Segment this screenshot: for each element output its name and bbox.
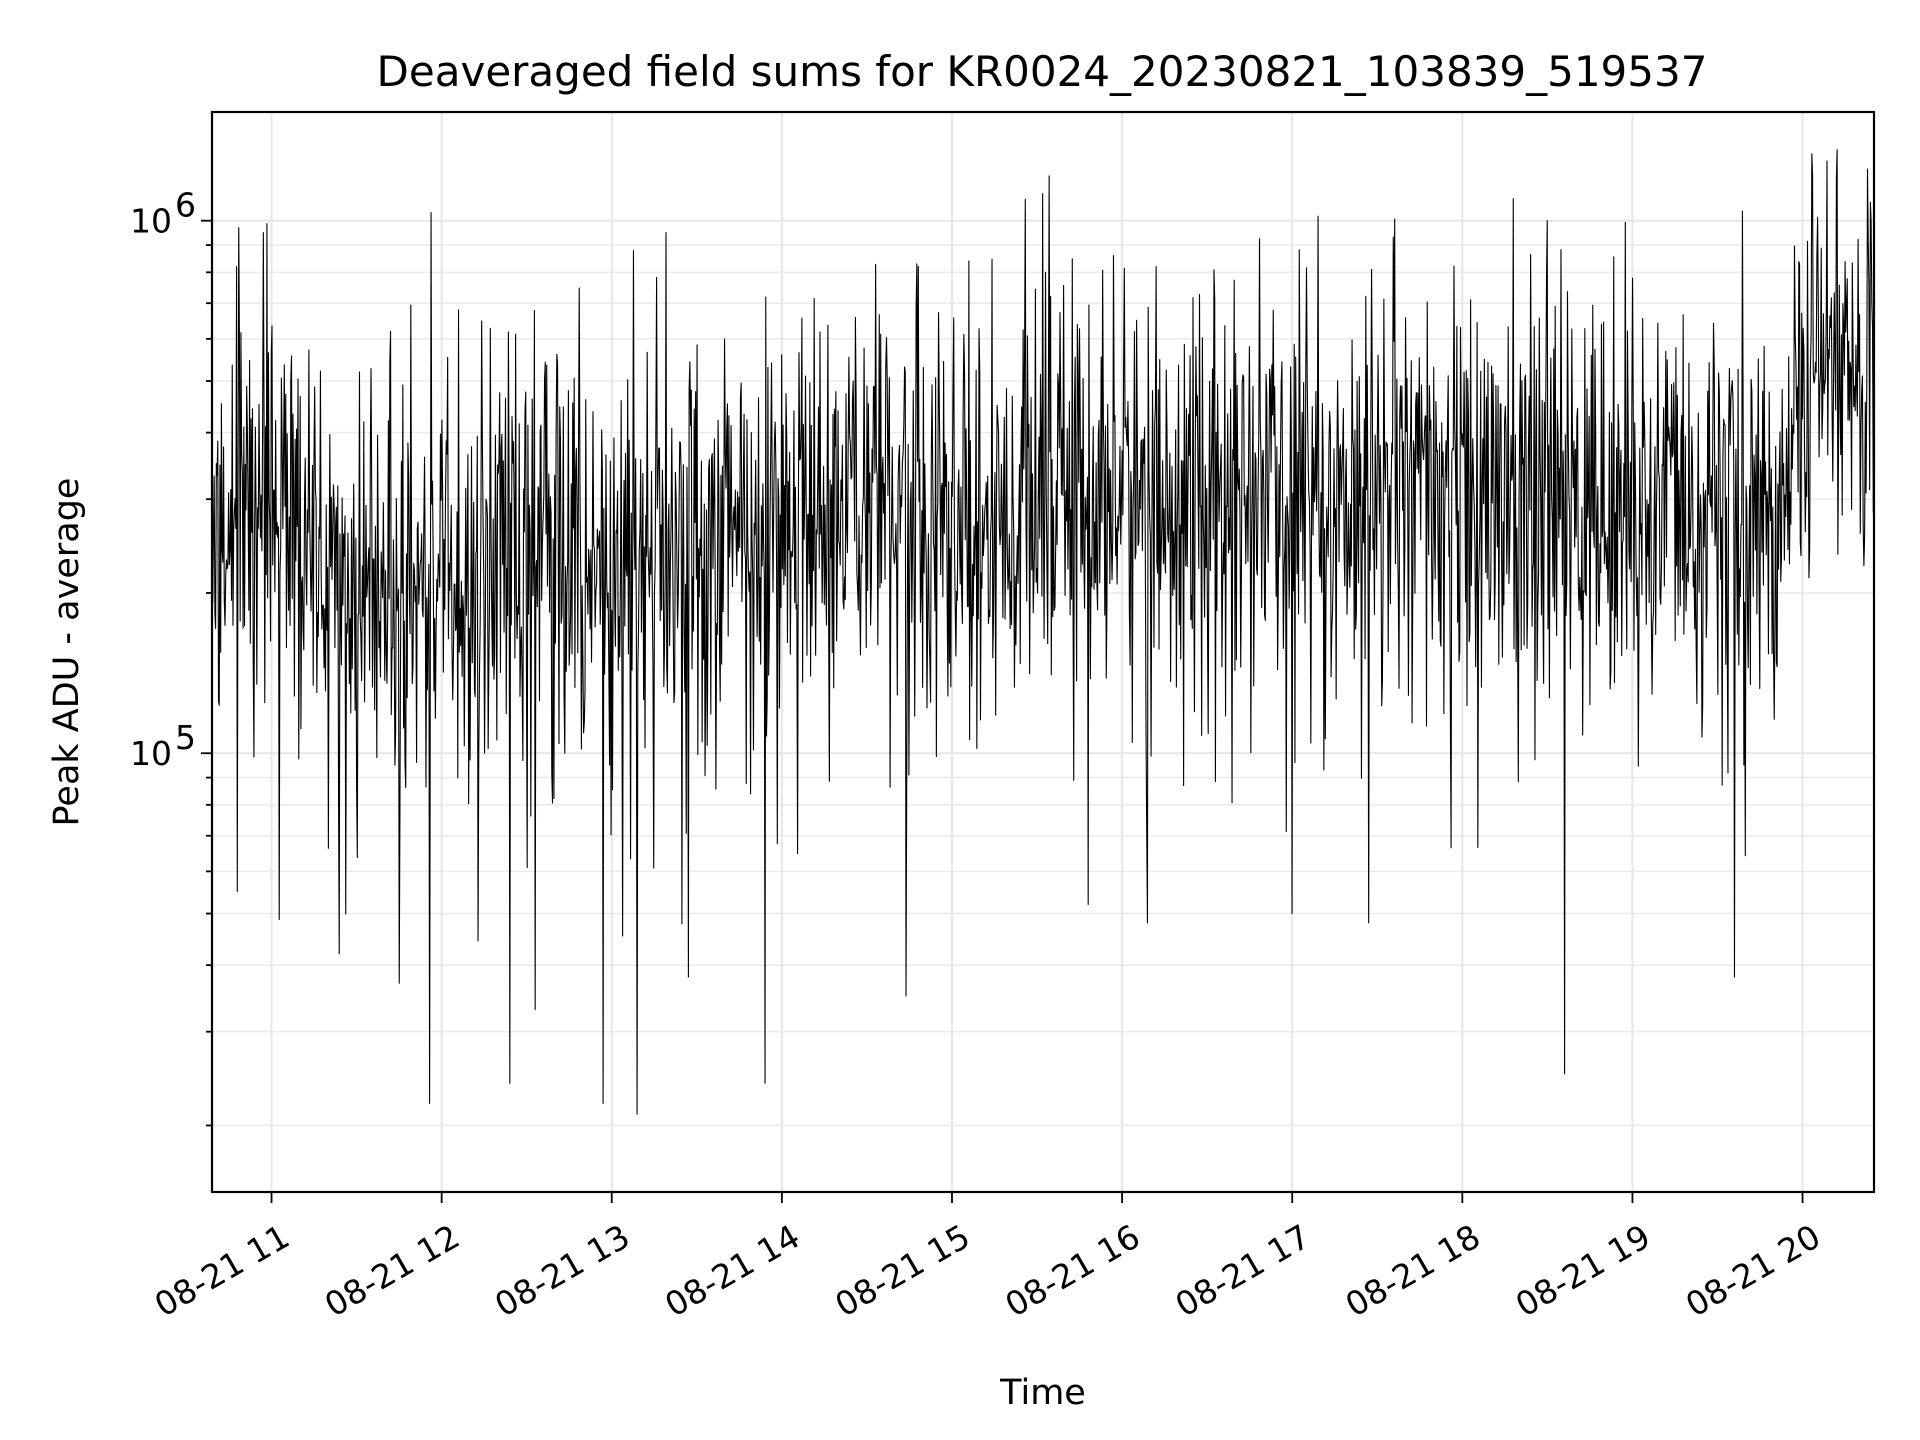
series-line: [211, 149, 1875, 1115]
y-tick-label: 10: [130, 734, 172, 773]
series-layer: [211, 149, 1875, 1115]
plot-frame: [210, 110, 1876, 1194]
y-tick-label: 10: [130, 202, 172, 241]
x-axis-title: Time: [999, 1373, 1086, 1413]
y-tick-label-exponent: 6: [175, 186, 196, 225]
chart-title: Deaveraged field sums for KR0024_2023082…: [377, 47, 1708, 96]
y-tick-label-exponent: 5: [175, 718, 196, 757]
y-axis-title: Peak ADU - average: [47, 478, 87, 827]
